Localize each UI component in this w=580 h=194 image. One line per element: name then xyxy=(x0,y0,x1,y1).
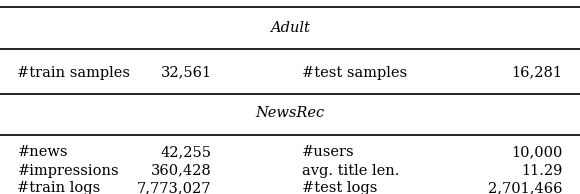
Text: #users: #users xyxy=(302,145,354,159)
Text: 16,281: 16,281 xyxy=(512,66,563,80)
Text: Adult: Adult xyxy=(270,21,310,35)
Text: #test logs: #test logs xyxy=(302,181,377,194)
Text: #test samples: #test samples xyxy=(302,66,407,80)
Text: NewsRec: NewsRec xyxy=(255,107,325,120)
Text: 32,561: 32,561 xyxy=(161,66,212,80)
Text: #news: #news xyxy=(17,145,68,159)
Text: 11.29: 11.29 xyxy=(521,164,563,178)
Text: #train logs: #train logs xyxy=(17,181,101,194)
Text: 42,255: 42,255 xyxy=(161,145,212,159)
Text: 2,701,466: 2,701,466 xyxy=(488,181,563,194)
Text: #train samples: #train samples xyxy=(17,66,130,80)
Text: avg. title len.: avg. title len. xyxy=(302,164,399,178)
Text: #impressions: #impressions xyxy=(17,164,119,178)
Text: 360,428: 360,428 xyxy=(151,164,212,178)
Text: 10,000: 10,000 xyxy=(511,145,563,159)
Text: 7,773,027: 7,773,027 xyxy=(137,181,212,194)
